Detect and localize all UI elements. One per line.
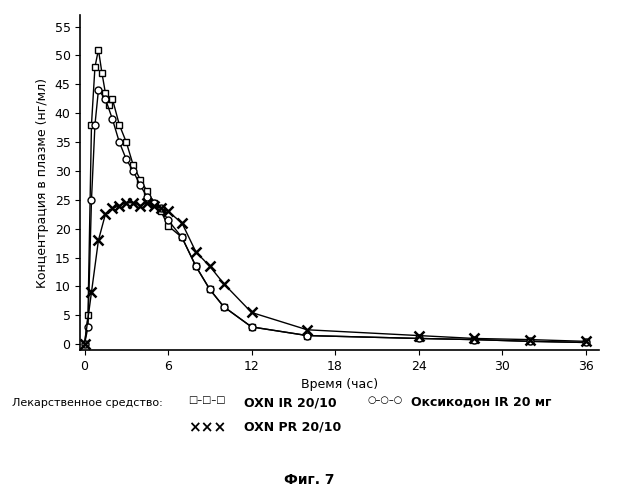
Y-axis label: Концентрация в плазме (нг/мл): Концентрация в плазме (нг/мл) (36, 78, 49, 288)
Text: Оксикодон IR 20 мг: Оксикодон IR 20 мг (411, 396, 551, 409)
Text: ×××: ××× (188, 420, 227, 435)
Text: OXN IR 20/10: OXN IR 20/10 (244, 396, 337, 409)
Text: Лекарственное средство:: Лекарственное средство: (12, 398, 163, 407)
Text: □–□–□: □–□–□ (188, 395, 226, 405)
Text: Фиг. 7: Фиг. 7 (284, 473, 334, 487)
Text: ○–○–○: ○–○–○ (368, 395, 403, 405)
X-axis label: Время (час): Время (час) (302, 378, 378, 392)
Text: OXN PR 20/10: OXN PR 20/10 (244, 421, 341, 434)
